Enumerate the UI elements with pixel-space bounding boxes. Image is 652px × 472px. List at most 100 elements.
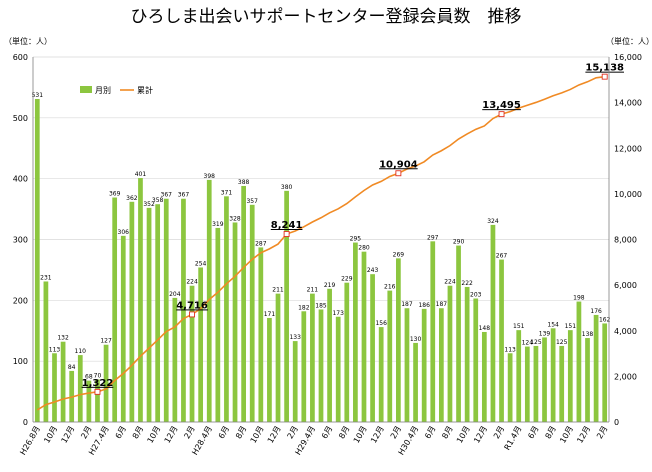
monthly-bar-label: 287 bbox=[255, 240, 267, 247]
x-tick-label: 10月 bbox=[558, 425, 575, 445]
monthly-bar-label: 203 bbox=[470, 292, 482, 299]
monthly-bar-label: 267 bbox=[496, 253, 508, 260]
monthly-bar bbox=[172, 297, 178, 422]
legend: 月別 累計 bbox=[80, 85, 153, 95]
monthly-bar-label: 358 bbox=[152, 197, 164, 204]
monthly-bar bbox=[198, 267, 204, 422]
monthly-bar bbox=[585, 338, 590, 422]
x-tick-label: 6月 bbox=[320, 425, 334, 441]
monthly-bar bbox=[77, 355, 83, 422]
x-tick-label: 10月 bbox=[146, 425, 163, 445]
left-tick-label: 600 bbox=[13, 53, 28, 62]
monthly-bar-label: 269 bbox=[393, 251, 405, 258]
legend-swatch-monthly bbox=[80, 86, 92, 93]
cumulative-label: 13,495 bbox=[482, 100, 521, 111]
monthly-bar-label: 319 bbox=[212, 221, 224, 228]
monthly-bar-label: 113 bbox=[504, 346, 516, 353]
left-tick-label: 400 bbox=[13, 175, 28, 184]
monthly-bar bbox=[344, 282, 350, 422]
monthly-bar bbox=[576, 301, 582, 422]
monthly-bar-label: 182 bbox=[298, 304, 310, 311]
monthly-bar-label: 211 bbox=[272, 287, 284, 294]
x-tick-label: 12月 bbox=[575, 425, 592, 445]
monthly-bar-label: 204 bbox=[169, 291, 181, 298]
cumulative-marker bbox=[395, 170, 402, 177]
monthly-bar-label: 401 bbox=[135, 171, 147, 178]
cumulative-line bbox=[36, 75, 605, 411]
x-tick-label: R1.4月 bbox=[503, 425, 524, 452]
monthly-bar-label: 243 bbox=[367, 267, 379, 274]
cumulative-label: 4,716 bbox=[176, 300, 208, 311]
monthly-bar bbox=[86, 380, 92, 422]
x-tick-label: 6月 bbox=[423, 425, 437, 441]
monthly-bar-label: 328 bbox=[229, 215, 241, 222]
monthly-bar-label: 84 bbox=[68, 364, 76, 371]
monthly-bar bbox=[60, 341, 66, 422]
monthly-bar bbox=[421, 308, 427, 422]
x-tick-label: 6月 bbox=[217, 425, 231, 441]
monthly-bar-label: 68 bbox=[85, 374, 93, 381]
monthly-bar-label: 176 bbox=[590, 308, 602, 315]
monthly-bar-label: 219 bbox=[324, 282, 336, 289]
monthly-bar-label: 280 bbox=[358, 245, 370, 252]
monthly-bar-label: 70 bbox=[94, 372, 102, 379]
monthly-bar-label: 148 bbox=[479, 325, 491, 332]
monthly-bar bbox=[516, 330, 522, 422]
monthly-bar bbox=[361, 251, 367, 422]
monthly-bar bbox=[224, 196, 229, 422]
axes: 0 100 200 300 400 500 600 0 2,000 4,000 6,000 8,000… bbox=[13, 53, 642, 457]
x-tick-label: 2月 bbox=[79, 425, 93, 441]
monthly-bar-label: 151 bbox=[513, 323, 525, 330]
x-tick-label: 12月 bbox=[369, 425, 386, 445]
monthly-bar-label: 132 bbox=[57, 335, 69, 342]
monthly-bar-label: 231 bbox=[40, 274, 52, 281]
right-tick-label: 0 bbox=[614, 418, 619, 427]
monthly-bar bbox=[129, 201, 135, 422]
monthly-bar bbox=[559, 345, 565, 422]
x-tick-label: 10月 bbox=[455, 425, 472, 445]
right-tick-label: 14,000 bbox=[614, 99, 642, 108]
monthly-bar bbox=[318, 309, 324, 422]
right-tick-label: 8,000 bbox=[614, 236, 637, 245]
x-tick-label: 8月 bbox=[234, 425, 248, 441]
x-tick-label: 6月 bbox=[526, 425, 540, 441]
x-tick-label: 10月 bbox=[249, 425, 266, 445]
left-tick-label: 200 bbox=[13, 296, 28, 305]
monthly-bar bbox=[232, 222, 238, 422]
monthly-bar-label: 367 bbox=[178, 192, 190, 199]
cumulative-markers: 1,322 4,716 8,241 10,904 13,495 15,138 bbox=[82, 63, 624, 395]
monthly-bar bbox=[310, 293, 315, 422]
right-tick-label: 12,000 bbox=[614, 144, 642, 153]
monthly-bar bbox=[524, 346, 530, 422]
chart-title: ひろしま出会いサポートセンター登録会員数 推移 bbox=[131, 7, 522, 27]
monthly-bar bbox=[103, 344, 109, 422]
monthly-bar bbox=[464, 286, 470, 422]
monthly-bar-label: 388 bbox=[238, 179, 250, 186]
gridlines bbox=[33, 56, 609, 423]
monthly-bar bbox=[138, 178, 143, 422]
monthly-bar bbox=[473, 298, 479, 422]
monthly-bar bbox=[267, 317, 272, 422]
monthly-bar bbox=[353, 242, 358, 422]
monthly-bar-label: 130 bbox=[410, 336, 422, 343]
legend-label-monthly: 月別 bbox=[95, 86, 111, 95]
x-tick-label: 10月 bbox=[42, 425, 59, 445]
monthly-bar-label: 171 bbox=[264, 311, 276, 318]
x-tick-label: 2月 bbox=[286, 425, 300, 441]
x-tick-label: 6月 bbox=[114, 425, 128, 441]
monthly-bar-label: 198 bbox=[573, 295, 585, 302]
monthly-bar bbox=[602, 323, 608, 422]
cumulative-marker bbox=[94, 388, 101, 395]
monthly-bar-label: 371 bbox=[221, 189, 233, 196]
cumulative-marker bbox=[601, 73, 608, 80]
legend-label-cumulative: 累計 bbox=[137, 85, 153, 95]
monthly-bar-label: 297 bbox=[427, 234, 439, 241]
monthly-bar-label: 185 bbox=[315, 302, 327, 309]
monthly-bar bbox=[43, 281, 49, 422]
monthly-bar bbox=[189, 285, 195, 422]
monthly-bar bbox=[542, 337, 547, 422]
monthly-bar-label: 124 bbox=[522, 340, 534, 347]
monthly-bar bbox=[507, 353, 513, 422]
